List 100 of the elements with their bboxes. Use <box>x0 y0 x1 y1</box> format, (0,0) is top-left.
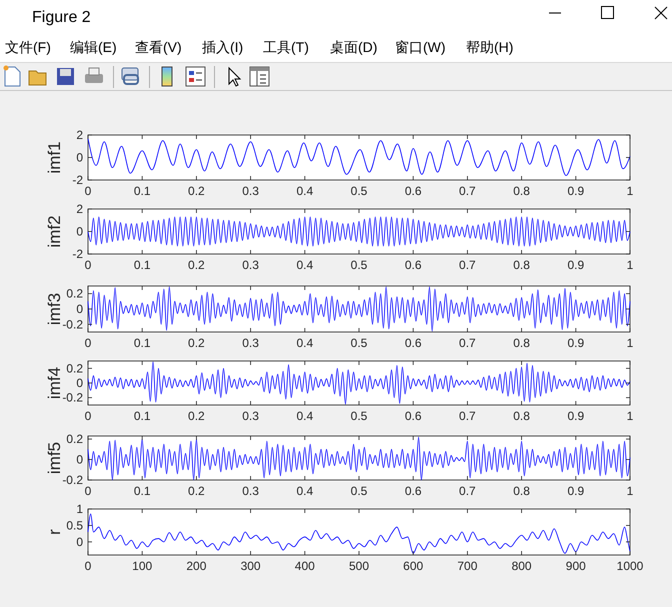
x-tick-label: 700 <box>457 559 478 573</box>
x-tick-label: 0.9 <box>567 409 584 423</box>
x-tick-label: 0.5 <box>350 409 368 423</box>
x-tick-label: 0.9 <box>567 484 584 498</box>
y-tick-label: -0.2 <box>62 317 84 332</box>
x-tick-label: 0.4 <box>296 484 314 498</box>
y-tick-label: 0 <box>76 224 84 238</box>
x-tick-label: 0.3 <box>242 258 260 272</box>
y-tick-label: 0 <box>76 150 84 164</box>
x-tick-label: 0.6 <box>404 336 422 350</box>
y-tick-label: 0 <box>76 452 84 467</box>
x-tick-label: 1 <box>626 184 634 198</box>
y-tick-label: -2 <box>72 173 84 187</box>
x-tick-label: 0.7 <box>459 336 476 350</box>
y-tick-label: -0.2 <box>62 390 84 405</box>
x-tick-label: 0.5 <box>350 184 368 198</box>
text: 查看(V) <box>135 39 182 55</box>
y-tick-label: 1 <box>76 502 84 516</box>
y-tick-label: 0 <box>76 534 84 549</box>
x-tick-label: 1000 <box>616 559 644 573</box>
y-axis-title: imf3 <box>45 292 64 326</box>
x-tick-label: 0.8 <box>513 409 530 423</box>
x-tick-label: 0 <box>84 559 92 573</box>
line-series <box>88 216 630 247</box>
y-tick-label: 0 <box>76 376 84 390</box>
x-tick-label: 1 <box>626 258 634 272</box>
text: 工具(T) <box>263 39 309 55</box>
text: Figure 2 <box>32 9 91 26</box>
x-tick-label: 0.7 <box>459 184 476 198</box>
x-tick-label: 0.6 <box>404 484 422 498</box>
x-tick-label: 1 <box>626 336 634 350</box>
x-tick-label: 0 <box>84 258 92 272</box>
x-tick-label: 500 <box>348 559 370 573</box>
x-tick-label: 0 <box>84 484 92 498</box>
x-tick-label: 0.6 <box>404 184 422 198</box>
y-tick-label: 0.2 <box>66 432 84 446</box>
x-tick-label: 0.4 <box>296 336 314 350</box>
y-axis-title: imf5 <box>45 442 64 474</box>
x-tick-label: 0.1 <box>134 184 151 198</box>
text: 窗口(W) <box>395 39 446 55</box>
x-tick-label: 0.2 <box>188 184 206 198</box>
x-tick-label: 600 <box>403 559 424 573</box>
x-tick-label: 0.5 <box>350 336 368 350</box>
text: 帮助(H) <box>466 39 514 55</box>
x-tick-label: 0.6 <box>404 258 422 272</box>
x-tick-label: 0.1 <box>134 409 151 423</box>
x-tick-label: 200 <box>186 559 207 573</box>
x-tick-label: 0.5 <box>350 258 368 272</box>
y-axis-title: imf1 <box>45 141 64 174</box>
y-axis-title: imf4 <box>45 366 64 400</box>
y-tick-label: 0.2 <box>66 361 84 376</box>
x-tick-label: 0.2 <box>188 336 206 350</box>
x-tick-label: 0.7 <box>459 258 476 272</box>
x-tick-label: 0.9 <box>567 258 584 272</box>
x-tick-label: 300 <box>240 559 261 573</box>
x-tick-label: 0.2 <box>188 258 206 272</box>
y-tick-label: 0.5 <box>66 518 84 532</box>
x-tick-label: 0.8 <box>513 336 530 350</box>
x-tick-label: 0.2 <box>188 484 206 498</box>
text: 桌面(D) <box>330 39 378 55</box>
line-series <box>88 514 630 554</box>
x-tick-label: 0 <box>84 184 92 198</box>
x-tick-label: 100 <box>132 559 153 573</box>
x-tick-label: 0.1 <box>134 336 151 350</box>
x-tick-label: 1 <box>626 409 634 423</box>
x-tick-label: 0.3 <box>242 409 260 423</box>
x-tick-label: 1 <box>626 484 634 498</box>
x-tick-label: 0.9 <box>567 336 584 350</box>
x-tick-label: 0 <box>84 409 92 423</box>
x-tick-label: 900 <box>566 559 586 573</box>
x-tick-label: 0.6 <box>404 409 422 423</box>
y-tick-label: 2 <box>76 128 84 142</box>
x-tick-label: 0.8 <box>513 258 530 272</box>
x-tick-label: 800 <box>512 559 532 573</box>
x-tick-label: 0.3 <box>242 184 260 198</box>
x-tick-label: 0.8 <box>513 484 530 498</box>
y-tick-label: 0 <box>76 302 84 316</box>
y-axis-title: imf2 <box>45 215 64 248</box>
y-tick-label: -0.2 <box>62 473 84 487</box>
y-tick-label: 0.2 <box>66 286 84 301</box>
x-tick-label: 0.3 <box>242 484 260 498</box>
x-tick-label: 0.7 <box>459 484 476 498</box>
x-tick-label: 400 <box>294 559 316 573</box>
x-tick-label: 0.4 <box>296 184 314 198</box>
x-tick-label: 0.4 <box>296 409 314 423</box>
y-axis-title: r <box>45 528 64 535</box>
x-tick-label: 0.9 <box>567 184 584 198</box>
y-tick-label: -2 <box>72 247 84 261</box>
x-tick-label: 0.4 <box>296 258 314 272</box>
x-tick-label: 0.1 <box>134 258 151 272</box>
x-tick-label: 0 <box>84 336 92 350</box>
x-tick-label: 0.5 <box>350 484 368 498</box>
y-tick-label: 2 <box>76 202 84 216</box>
x-tick-label: 0.3 <box>242 336 260 350</box>
text: 编辑(E) <box>70 39 117 55</box>
x-tick-label: 0.7 <box>459 409 476 423</box>
x-tick-label: 0.2 <box>188 409 206 423</box>
text: 文件(F) <box>5 39 51 55</box>
text: 插入(I) <box>202 39 244 55</box>
x-tick-label: 0.1 <box>134 484 151 498</box>
